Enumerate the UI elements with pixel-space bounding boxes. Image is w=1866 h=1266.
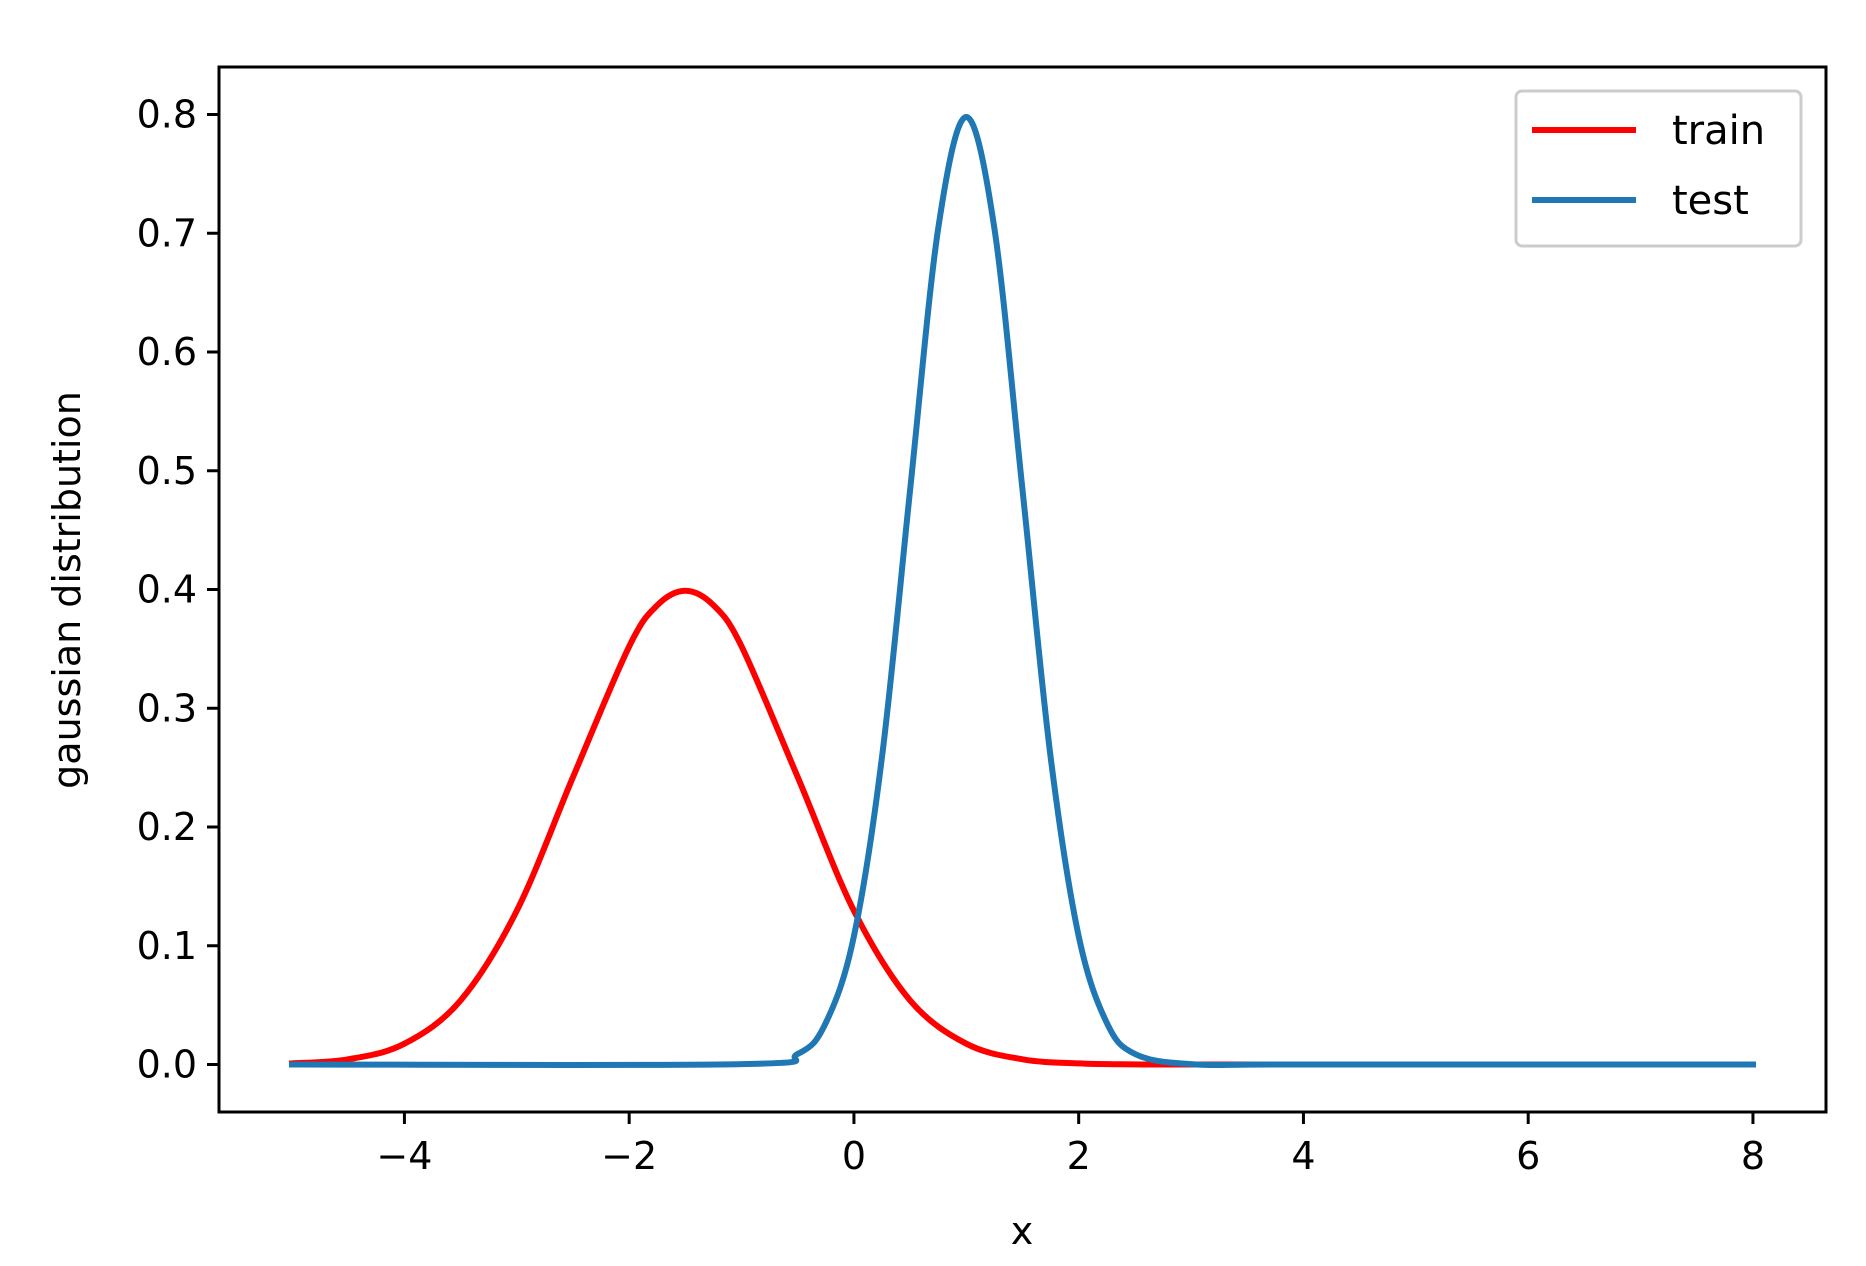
x-tick-label: −4 [376,1134,432,1178]
y-axis: 0.0 0.1 0.2 0.3 0.4 0.5 0.6 0.7 0.8 [137,93,219,1087]
x-axis-label: x [1011,1209,1034,1253]
y-tick-label: 0.0 [137,1043,197,1087]
series-line-test [288,114,1757,1068]
plot-lines [288,114,1757,1068]
x-tick-label: −2 [601,1134,657,1178]
y-tick-label: 0.5 [137,449,197,493]
y-tick-label: 0.3 [137,686,197,730]
x-tick-label: 8 [1741,1134,1765,1178]
x-axis: −4 −2 0 2 4 6 8 [376,1112,1765,1178]
x-tick-label: 4 [1291,1134,1315,1178]
legend: train test [1514,89,1803,248]
y-tick-label: 0.7 [137,211,197,255]
y-tick-label: 0.6 [137,330,197,374]
x-tick-label: 0 [842,1134,866,1178]
legend-label-train: train [1672,108,1765,154]
y-axis-label: gaussian distribution [45,391,89,789]
y-tick-label: 0.8 [137,93,197,137]
x-tick-label: 6 [1516,1134,1540,1178]
y-tick-label: 0.1 [137,924,197,968]
x-tick-label: 2 [1067,1134,1091,1178]
y-tick-label: 0.4 [137,568,197,612]
legend-label-test: test [1672,178,1749,224]
y-tick-label: 0.2 [137,805,197,849]
